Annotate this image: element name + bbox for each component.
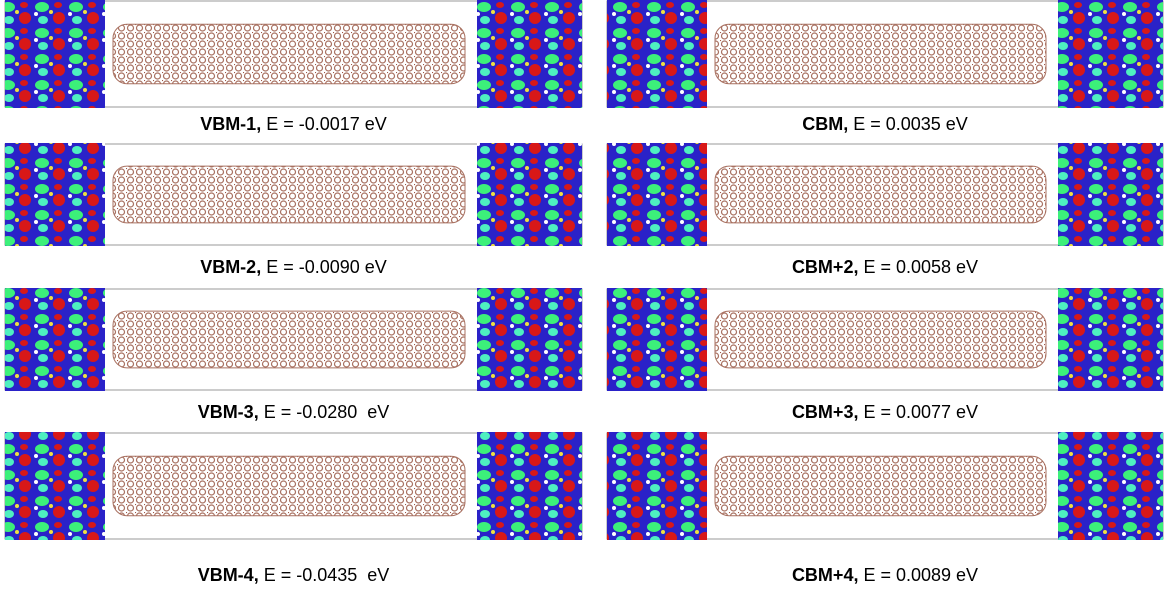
caption: VBM-4, E = -0.0435 eV	[198, 565, 390, 585]
left-electrode	[607, 288, 707, 391]
panel: CBM, E = 0.0035 eV	[607, 0, 1163, 134]
panel: VBM-2, E = -0.0090 eV	[5, 143, 582, 277]
state-label: VBM-3,	[198, 402, 259, 422]
caption: CBM+4, E = 0.0089 eV	[792, 565, 978, 585]
panel: VBM-1, E = -0.0017 eV	[5, 0, 582, 134]
state-label: VBM-1,	[200, 114, 261, 134]
state-label: CBM+4,	[792, 565, 859, 585]
caption: CBM+3, E = 0.0077 eV	[792, 402, 978, 422]
nanotube	[113, 311, 465, 368]
nanotube	[113, 24, 465, 83]
figure: VBM-1, E = -0.0017 eV CBM, E = 0.0035 eV V…	[0, 0, 1166, 590]
energy: E = 0.0077 eV	[858, 402, 978, 422]
caption: VBM-1, E = -0.0017 eV	[200, 114, 387, 134]
caption: VBM-2, E = -0.0090 eV	[200, 257, 387, 277]
nanotube	[715, 456, 1046, 515]
energy: E = -0.0090 eV	[261, 257, 387, 277]
right-electrode	[477, 0, 582, 108]
nanotube	[113, 456, 465, 515]
page: VBM-1, E = -0.0017 eV CBM, E = 0.0035 eV V…	[0, 0, 1166, 590]
state-label: CBM+2,	[792, 257, 859, 277]
right-electrode	[1058, 143, 1163, 246]
panel: VBM-4, E = -0.0435 eV	[5, 432, 582, 585]
nanotube	[715, 166, 1046, 223]
energy: E = 0.0035 eV	[848, 114, 968, 134]
state-label: CBM+3,	[792, 402, 859, 422]
panel: CBM+2, E = 0.0058 eV	[607, 143, 1163, 277]
state-label: VBM-4,	[198, 565, 259, 585]
right-electrode	[477, 432, 582, 540]
right-electrode	[1058, 0, 1163, 108]
nanotube	[715, 311, 1046, 368]
energy: E = -0.0280 eV	[259, 402, 390, 422]
panel: CBM+3, E = 0.0077 eV	[607, 288, 1163, 422]
state-label: CBM,	[802, 114, 848, 134]
left-electrode	[5, 288, 105, 391]
state-label: VBM-2,	[200, 257, 261, 277]
caption: VBM-3, E = -0.0280 eV	[198, 402, 390, 422]
left-electrode	[607, 143, 707, 246]
right-electrode	[1058, 432, 1163, 540]
left-electrode	[607, 432, 707, 540]
panel: VBM-3, E = -0.0280 eV	[5, 288, 582, 422]
panel: CBM+4, E = 0.0089 eV	[607, 432, 1163, 585]
left-electrode	[5, 143, 105, 246]
caption: CBM+2, E = 0.0058 eV	[792, 257, 978, 277]
right-electrode	[477, 143, 582, 246]
left-electrode	[5, 432, 105, 540]
left-electrode	[5, 0, 105, 108]
energy: E = 0.0089 eV	[858, 565, 978, 585]
energy: E = 0.0058 eV	[858, 257, 978, 277]
caption: CBM, E = 0.0035 eV	[802, 114, 968, 134]
energy: E = -0.0017 eV	[261, 114, 387, 134]
nanotube	[113, 166, 465, 223]
left-electrode	[607, 0, 707, 108]
right-electrode	[477, 288, 582, 391]
nanotube	[715, 24, 1046, 83]
energy: E = -0.0435 eV	[259, 565, 390, 585]
right-electrode	[1058, 288, 1163, 391]
